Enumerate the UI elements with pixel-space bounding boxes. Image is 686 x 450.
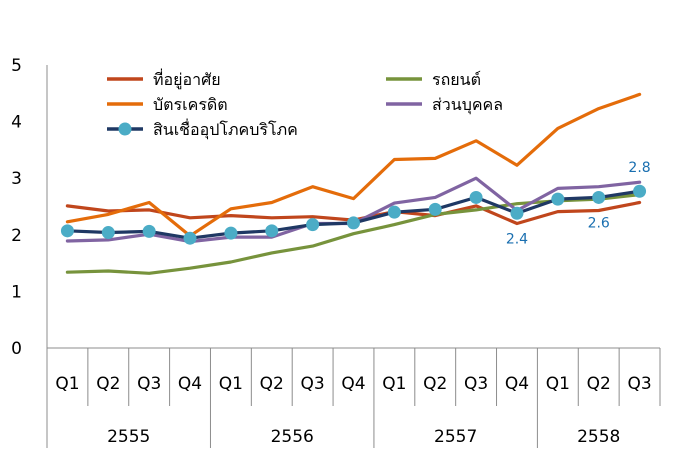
legend-item: ที่อยู่อาศัย — [107, 68, 221, 90]
data-label: 2.4 — [506, 231, 528, 247]
year-group-label: 2557 — [434, 427, 477, 447]
x-tick-label: Q1 — [382, 374, 406, 394]
series-5-point — [551, 192, 565, 206]
year-group-label: 2555 — [107, 427, 150, 447]
marker-layer — [60, 184, 647, 245]
series-5-point — [224, 226, 238, 240]
x-tick-label: Q2 — [423, 374, 447, 394]
series-5-point — [428, 202, 442, 216]
series-5-point — [306, 218, 320, 232]
legend-label: บัตรเครดิต — [153, 95, 228, 114]
series-line-2 — [65, 193, 642, 275]
legend-label: ที่อยู่อาศัย — [153, 68, 221, 90]
y-tick-label: 3 — [11, 169, 22, 189]
x-tick-label: Q3 — [301, 374, 325, 394]
data-label: 2.6 — [588, 215, 610, 231]
x-tick-label: Q1 — [546, 374, 570, 394]
x-tick-label: Q1 — [219, 374, 243, 394]
series-5-point — [633, 184, 647, 198]
x-tick-label: Q4 — [178, 374, 202, 394]
legend-item: บัตรเครดิต — [107, 95, 228, 114]
series-5-point — [60, 224, 74, 238]
legend-label: รถยนต์ — [432, 70, 481, 89]
year-group-label: 2556 — [271, 427, 314, 447]
x-tick-label: Q3 — [464, 374, 488, 394]
x-tick-label: Q4 — [341, 374, 365, 394]
y-tick-label: 5 — [11, 56, 22, 76]
series-5-point — [142, 224, 156, 238]
x-axis-ticks: Q1 Q2 Q3 Q4 Q1 Q2 Q3 Q4 Q1 Q2 Q3 Q4 Q1 Q2 Q3 — [55, 374, 651, 394]
x-tick-label: Q2 — [260, 374, 284, 394]
axes — [46, 65, 661, 448]
legend-marker — [118, 122, 132, 136]
x-axis-year-groups: 2555 2556 2557 2558 — [107, 427, 620, 447]
data-label: 2.8 — [628, 160, 650, 176]
y-tick-label: 2 — [11, 226, 22, 246]
legend-label: ส่วนบุคคล — [432, 95, 503, 115]
legend-label: สินเชื่ออุปโภคบริโภค — [153, 118, 298, 140]
series-5-point — [387, 205, 401, 219]
legend-item: ส่วนบุคคล — [386, 95, 503, 115]
series-5-point — [347, 216, 360, 230]
x-tick-label: Q2 — [96, 374, 120, 394]
series-5-point — [510, 206, 524, 220]
series-5-point — [469, 190, 483, 204]
x-tick-label: Q2 — [587, 374, 611, 394]
series-5-point — [265, 224, 279, 238]
series-5-point — [592, 190, 606, 204]
x-tick-label: Q3 — [627, 374, 651, 394]
legend-item: สินเชื่ออุปโภคบริโภค — [107, 118, 298, 140]
y-tick-label: 1 — [11, 282, 22, 302]
y-axis-ticks: 0 1 2 3 4 5 — [11, 56, 22, 359]
series-line-3 — [65, 92, 642, 238]
x-tick-label: Q3 — [137, 374, 161, 394]
legend: ที่อยู่อาศัย รถยนต์บัตรเครดิต ส่วนบุคคลสิน… — [107, 68, 503, 140]
series-5-point — [183, 231, 197, 245]
legend-item: รถยนต์ — [386, 70, 481, 89]
x-tick-label: Q4 — [505, 374, 529, 394]
series-5-point — [101, 226, 115, 240]
year-group-label: 2558 — [577, 427, 620, 447]
y-tick-label: 0 — [11, 339, 22, 359]
y-tick-label: 4 — [11, 113, 22, 133]
annotation-layer: 2.4 2.6 2.8 — [506, 160, 651, 247]
x-tick-label: Q1 — [55, 374, 79, 394]
